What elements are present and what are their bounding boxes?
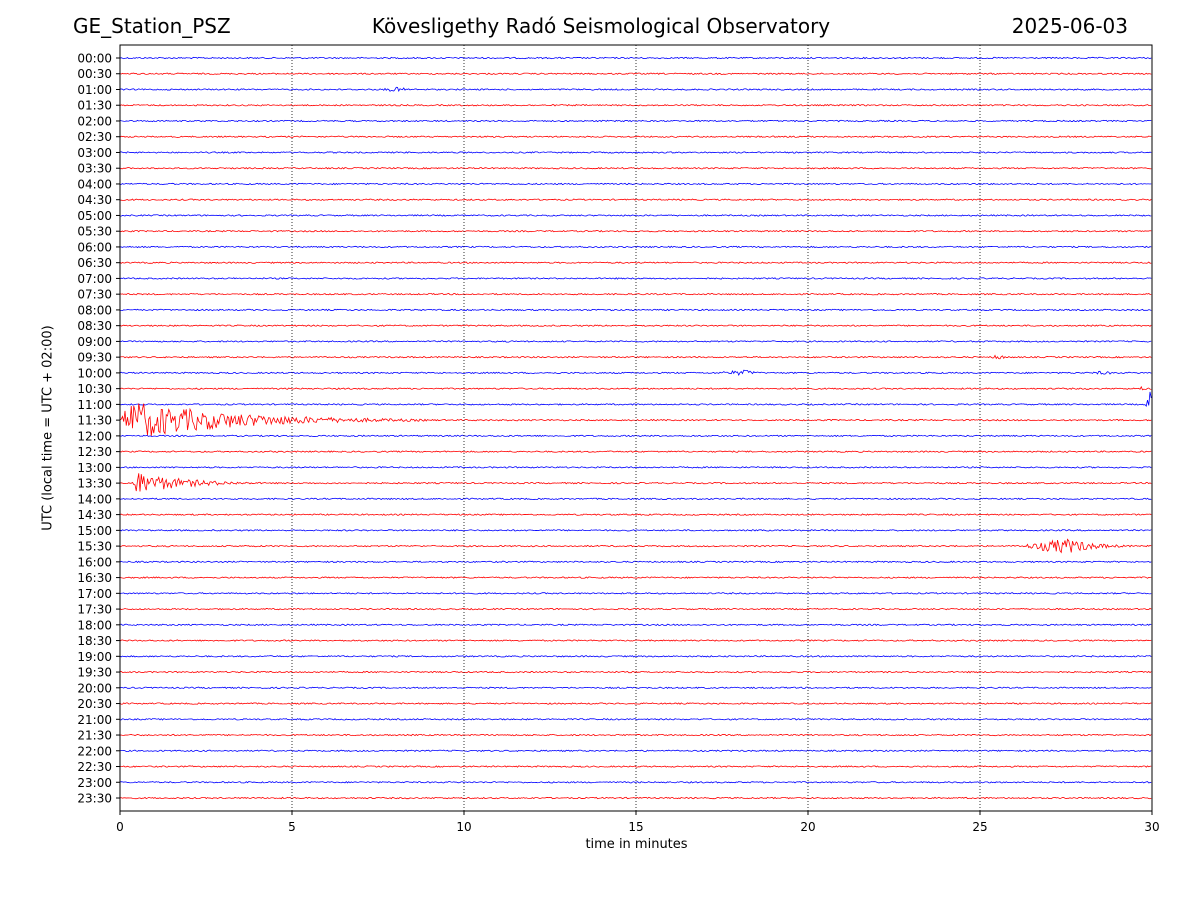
y-tick-label: 21:30 [77, 729, 112, 743]
grid-lines [291, 45, 981, 811]
trace-line [119, 639, 1152, 642]
y-tick-label: 04:30 [77, 193, 112, 207]
y-tick-label: 11:00 [77, 398, 112, 412]
y-tick-label: 19:30 [77, 666, 112, 680]
y-tick-label: 20:00 [77, 681, 112, 695]
y-tick-label: 09:30 [77, 351, 112, 365]
trace-line [119, 733, 1152, 737]
trace-line [119, 72, 1152, 75]
y-axis-label: UTC (local time = UTC + 02:00) [40, 325, 56, 531]
y-tick-label: 10:30 [77, 382, 112, 396]
y-tick-label: 20:30 [77, 697, 112, 711]
y-tick-label: 02:30 [77, 130, 112, 144]
x-tick-label: 5 [288, 820, 296, 834]
y-tick-label: 03:30 [77, 162, 112, 176]
y-tick-label: 14:00 [77, 492, 112, 506]
y-tick-label: 12:00 [77, 429, 112, 443]
y-tick-label: 05:30 [77, 225, 112, 239]
trace-line [119, 538, 1152, 554]
trace-line [119, 198, 1152, 201]
y-tick-label: 06:00 [77, 240, 112, 254]
trace-line [119, 385, 1152, 391]
trace-line [119, 576, 1152, 579]
y-tick-label: 11:30 [77, 414, 112, 428]
y-tick-label: 08:00 [77, 303, 112, 317]
trace-line [119, 324, 1152, 327]
y-tick-label: 01:30 [77, 99, 112, 113]
x-axis: 0 5 10 15 20 25 30 [116, 811, 1160, 834]
y-tick-label: 18:30 [77, 634, 112, 648]
x-axis-label: time in minutes [585, 837, 688, 852]
x-tick-label: 20 [800, 820, 815, 834]
y-tick-label: 08:30 [77, 319, 112, 333]
y-tick-label: 12:30 [77, 445, 112, 459]
y-tick-label: 15:30 [77, 540, 112, 554]
trace-line [119, 391, 1152, 408]
trace-line [119, 592, 1152, 595]
y-tick-label: 23:00 [77, 776, 112, 790]
y-tick-label: 00:30 [77, 67, 112, 81]
station-name: GE_Station_PSZ [73, 14, 231, 38]
y-tick-label: 19:00 [77, 650, 112, 664]
y-tick-label: 05:00 [77, 209, 112, 223]
trace-line [119, 765, 1152, 768]
trace-line [119, 450, 1152, 453]
trace-line [119, 655, 1152, 658]
y-tick-label: 02:00 [77, 114, 112, 128]
y-tick-label: 07:00 [77, 272, 112, 286]
y-tick-label: 17:30 [77, 603, 112, 617]
y-tick-label: 03:00 [77, 146, 112, 160]
y-tick-label: 07:30 [77, 288, 112, 302]
y-tick-label: 21:00 [77, 713, 112, 727]
trace-line [119, 718, 1152, 721]
x-tick-label: 30 [1144, 820, 1159, 834]
trace-line [119, 135, 1152, 138]
trace-line [119, 340, 1152, 343]
y-tick-label: 01:00 [77, 83, 112, 97]
trace-line [119, 473, 1152, 492]
trace-line [119, 261, 1152, 264]
y-tick-label: 13:30 [77, 477, 112, 491]
x-tick-label: 10 [456, 820, 471, 834]
x-tick-label: 0 [116, 820, 124, 834]
y-tick-label: 23:30 [77, 792, 112, 806]
y-tick-label: 22:00 [77, 744, 112, 758]
trace-line [119, 214, 1152, 217]
x-tick-label: 15 [628, 820, 643, 834]
trace-line [119, 466, 1152, 469]
trace-line [119, 781, 1152, 784]
y-tick-label: 06:30 [77, 256, 112, 270]
observatory-name: Kövesligethy Radó Seismological Observat… [371, 14, 831, 38]
y-tick-label: 16:00 [77, 555, 112, 569]
y-tick-label: 04:00 [77, 177, 112, 191]
chart-title: Kövesligethy Radó Seismological Observat… [0, 14, 1200, 38]
trace-line [119, 702, 1152, 705]
trace-line [119, 529, 1152, 532]
y-tick-label: 09:00 [77, 335, 112, 349]
y-tick-label: 18:00 [77, 618, 112, 632]
x-tick-label: 25 [972, 820, 987, 834]
trace-line [119, 277, 1152, 280]
y-tick-label: 00:00 [77, 52, 112, 66]
y-tick-label: 15:00 [77, 524, 112, 538]
trace-line [119, 86, 1152, 92]
y-tick-label: 10:00 [77, 366, 112, 380]
y-tick-label: 17:00 [77, 587, 112, 601]
y-tick-label: 16:30 [77, 571, 112, 585]
y-tick-label: 13:00 [77, 461, 112, 475]
y-tick-label: 14:30 [77, 508, 112, 522]
chart-date: 2025-06-03 [1011, 14, 1128, 38]
trace-line [119, 151, 1152, 154]
trace-line [119, 513, 1152, 516]
y-tick-label: 22:30 [77, 760, 112, 774]
